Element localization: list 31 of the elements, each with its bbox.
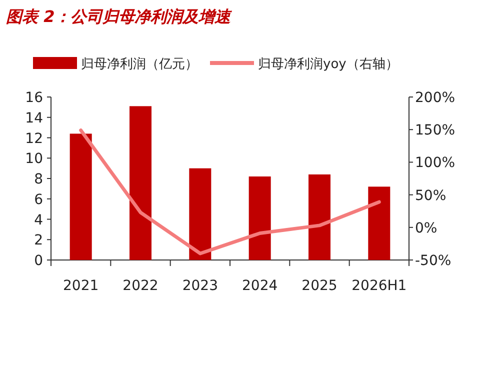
y2-tick-label: 200% — [415, 90, 456, 106]
bar — [368, 186, 390, 260]
bar — [130, 106, 152, 260]
bar — [248, 176, 271, 260]
bar — [308, 174, 330, 260]
y2-tick-label: -50% — [415, 253, 452, 269]
x-tick-label: 2023 — [182, 278, 218, 294]
y-tick-label: 4 — [34, 212, 44, 228]
y-tick-label: 10 — [25, 151, 43, 168]
y-tick-label: 16 — [25, 90, 44, 106]
y2-tick-label: 100% — [415, 155, 456, 172]
x-tick-label: 2025 — [302, 278, 338, 294]
y2-tick-label: 50% — [415, 188, 446, 204]
y-tick-label: 8 — [34, 172, 43, 188]
line-series — [79, 128, 381, 256]
y2-tick-label: 150% — [415, 122, 456, 139]
legend-label: 归母净利润（亿元） — [81, 57, 198, 72]
x-tick-label: 2021 — [63, 278, 99, 294]
y-tick-label: 14 — [25, 110, 44, 126]
x-tick-label: 2022 — [122, 278, 158, 294]
y2-tick-label: 0% — [415, 220, 438, 236]
y-tick-label: 12 — [25, 130, 43, 147]
legend-label: 归母净利润yoy（右轴） — [258, 57, 398, 72]
x-tick-label: 2024 — [242, 278, 278, 294]
y-tick-label: 0 — [34, 253, 43, 269]
x-tick-label: 2026H1 — [352, 278, 407, 294]
y-tick-label: 2 — [34, 232, 43, 249]
y-tick-label: 6 — [34, 192, 44, 208]
bar — [189, 168, 212, 260]
bar — [70, 134, 92, 260]
chart-title: 图表 2：公司归母净利润及增速 — [6, 7, 233, 26]
